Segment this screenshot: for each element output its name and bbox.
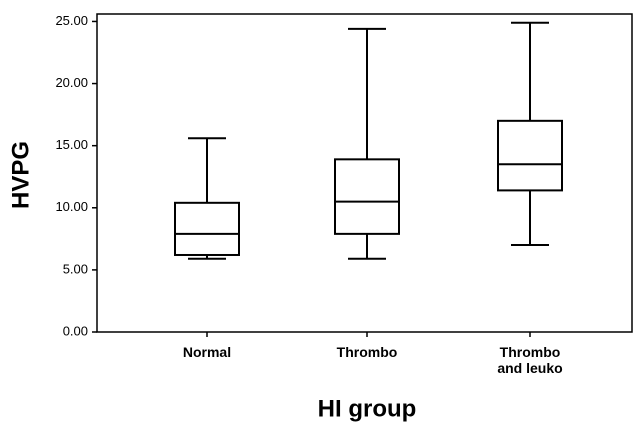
y-tick-label: 0.00 [63, 323, 88, 338]
y-axis-label: HVPG [7, 141, 34, 209]
y-tick-label: 10.00 [55, 199, 88, 214]
x-tick-label: Normal [182, 344, 232, 360]
box [174, 201, 240, 256]
plot-frame [96, 13, 633, 333]
x-axis-label: HI group [318, 395, 417, 422]
y-tick-label: 15.00 [55, 137, 88, 152]
x-tick-label: Thrombo [336, 344, 398, 360]
y-tick-label: 5.00 [63, 261, 88, 276]
box [334, 158, 400, 235]
y-tick-label: 25.00 [55, 13, 88, 28]
x-tick-label: Thrombo and leuko [497, 344, 563, 376]
box [497, 119, 563, 192]
y-tick-label: 20.00 [55, 75, 88, 90]
